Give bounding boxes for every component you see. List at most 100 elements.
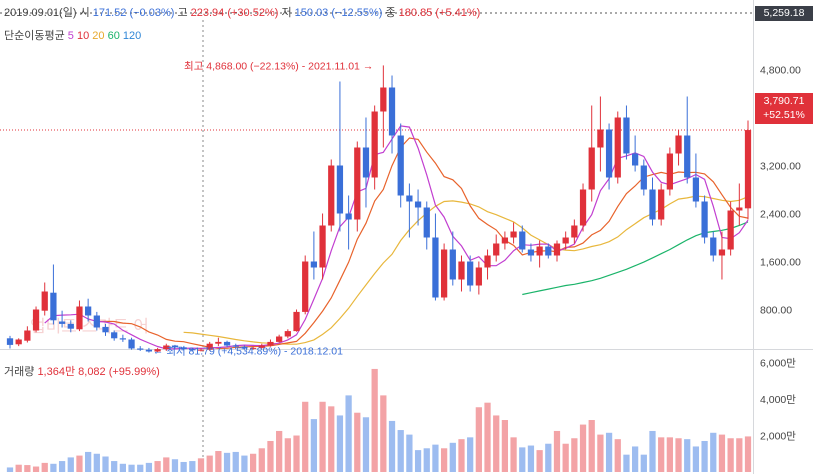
candle-body[interactable] [562, 237, 569, 244]
candle-body[interactable] [605, 129, 613, 178]
candle-body[interactable] [24, 330, 31, 341]
candle-body[interactable] [736, 207, 743, 211]
candle-body[interactable] [58, 321, 66, 324]
candle-body[interactable] [180, 347, 187, 350]
candle-body[interactable] [423, 207, 430, 238]
candle-body[interactable] [215, 341, 222, 344]
candle-body[interactable] [579, 189, 587, 226]
candle-body[interactable] [440, 249, 448, 298]
candle-body[interactable] [362, 147, 370, 178]
volume-bar [206, 455, 213, 472]
candle-body[interactable] [154, 349, 161, 352]
candle-body[interactable] [449, 249, 456, 280]
candle-body[interactable] [640, 165, 647, 190]
candle-body[interactable] [666, 153, 673, 190]
candle-body[interactable] [397, 135, 404, 196]
candle-body[interactable] [232, 345, 239, 347]
candle-body[interactable] [510, 231, 517, 238]
candle-body[interactable] [137, 348, 144, 350]
candle-body[interactable] [93, 315, 100, 328]
candle-body[interactable] [388, 87, 396, 136]
candle-body[interactable] [744, 130, 752, 209]
candle-body[interactable] [623, 117, 630, 154]
candle-body[interactable] [206, 343, 213, 350]
candle-body[interactable] [41, 291, 48, 311]
candle-body[interactable] [727, 210, 734, 250]
volume-bar [128, 464, 135, 472]
candle-body[interactable] [128, 339, 135, 349]
candle-body[interactable] [32, 309, 40, 331]
candle-body[interactable] [414, 201, 422, 208]
candle-body[interactable] [527, 249, 535, 256]
candle-body[interactable] [328, 165, 335, 226]
candle-body[interactable] [302, 261, 309, 312]
candle-body[interactable] [249, 347, 257, 349]
candle-body[interactable] [197, 349, 205, 351]
candle-body[interactable] [284, 331, 291, 337]
candle-body[interactable] [293, 311, 300, 332]
candle-body[interactable] [632, 153, 639, 166]
candle-body[interactable] [145, 349, 153, 352]
candle-body[interactable] [336, 165, 344, 214]
candle-body[interactable] [267, 341, 274, 346]
candle-body[interactable] [553, 243, 561, 256]
candle-body[interactable] [675, 135, 682, 154]
candle-body[interactable] [50, 292, 57, 321]
candle-body[interactable] [258, 345, 265, 348]
candle-body[interactable] [223, 341, 231, 346]
header-close-label: 종 [385, 7, 396, 19]
header-low-value: 150.03 (−12.55%) [294, 7, 383, 19]
candle-body[interactable] [501, 237, 509, 244]
candle-body[interactable] [380, 87, 387, 112]
candle-body[interactable] [354, 147, 361, 220]
candle-body[interactable] [684, 135, 691, 178]
volume-bar [371, 368, 378, 472]
candle-body[interactable] [241, 346, 248, 349]
candle-body[interactable] [371, 111, 378, 178]
volume-bar [223, 452, 231, 472]
volume-bar [85, 451, 92, 472]
candle-body[interactable] [310, 261, 318, 268]
volume-bar [684, 439, 691, 472]
candle-body[interactable] [6, 338, 14, 345]
candle-body[interactable] [345, 213, 352, 220]
candle-body[interactable] [432, 237, 439, 298]
candle-body[interactable] [119, 338, 126, 340]
candle-body[interactable] [163, 345, 170, 350]
candle-body[interactable] [189, 349, 196, 351]
volume-legend-title: 거래량 [4, 366, 35, 378]
candle-body[interactable] [475, 267, 482, 286]
candle-body[interactable] [658, 189, 665, 220]
candle-body[interactable] [536, 246, 543, 256]
candle-body[interactable] [718, 249, 726, 256]
ma-legend[interactable]: 단순이동평균 5 10 20 60 120 [4, 27, 141, 43]
candle-body[interactable] [102, 326, 109, 333]
candle-body[interactable] [710, 237, 717, 256]
candle-body[interactable] [649, 189, 656, 220]
candle-body[interactable] [85, 306, 92, 316]
candle-body[interactable] [406, 195, 413, 202]
candle-body[interactable] [484, 255, 491, 268]
candle-body[interactable] [597, 129, 604, 148]
candle-body[interactable] [67, 323, 74, 329]
candle-body[interactable] [588, 147, 595, 190]
candle-body[interactable] [493, 243, 500, 256]
candle-body[interactable] [171, 345, 179, 348]
candle-body[interactable] [276, 336, 283, 342]
candle-body[interactable] [467, 261, 474, 286]
price-tick-label: 3,200.00 [760, 161, 801, 173]
candle-body[interactable] [458, 261, 465, 280]
candle-body[interactable] [614, 117, 621, 178]
candle-body[interactable] [571, 225, 578, 238]
candle-body[interactable] [111, 332, 118, 339]
header-low-label: 저 [281, 7, 292, 19]
candle-body[interactable] [545, 246, 552, 256]
candle-body[interactable] [319, 225, 326, 268]
candle-body[interactable] [76, 306, 83, 330]
candle-body[interactable] [15, 339, 22, 345]
candle-body[interactable] [701, 201, 708, 238]
candle-body[interactable] [692, 177, 700, 202]
candle-body[interactable] [519, 231, 526, 250]
